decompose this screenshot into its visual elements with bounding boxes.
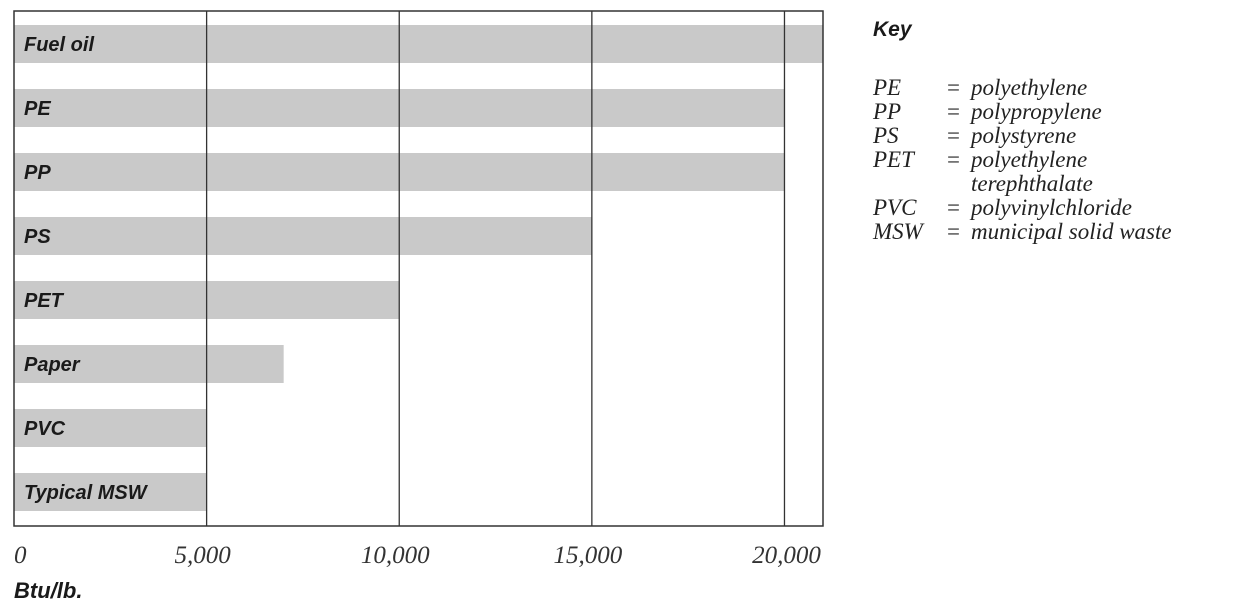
key-equals: = <box>947 147 960 172</box>
category-label: PS <box>24 226 51 248</box>
category-label: Paper <box>24 354 81 376</box>
key-abbreviation: PET <box>873 147 914 172</box>
key-entry: PVC = polyvinylchloride <box>873 196 1233 220</box>
category-labels: Fuel oil PE PP PS PET Paper PVC Typical MSW <box>24 34 149 504</box>
bar-3 <box>14 217 592 255</box>
category-label: PET <box>24 290 65 312</box>
x-tick-label: 10,000 <box>361 542 430 569</box>
key-entry: PP = polypropylene <box>873 100 1233 124</box>
key-abbreviation: PP <box>873 99 902 124</box>
bars-layer <box>14 25 823 511</box>
gridlines-layer <box>205 11 786 526</box>
key-legend: Key PE = polyethylene PP = polypropylene PS = po… <box>873 18 1233 244</box>
key-definition: polystyrene <box>971 123 1077 148</box>
plot-frame <box>13 10 824 527</box>
key-definition-continued: terephthalate <box>971 171 1093 196</box>
bar-0 <box>14 25 823 63</box>
key-entry: MSW = municipal solid waste <box>873 220 1233 244</box>
key-abbreviation: PVC <box>873 195 917 220</box>
key-title: Key <box>873 18 912 41</box>
x-axis-label: Btu/lb. <box>14 578 82 603</box>
key-equals: = <box>947 219 960 244</box>
key-equals: = <box>947 75 960 100</box>
category-label: PE <box>24 98 51 120</box>
key-abbreviation: MSW <box>873 219 923 244</box>
key-entries: PE = polyethylene PP = polypropylene PS = polyst… <box>873 76 1233 244</box>
key-equals: = <box>947 195 960 220</box>
key-entry: PET = polyethylene <box>873 148 1233 172</box>
bar-6 <box>14 409 207 447</box>
x-tick-label: 15,000 <box>553 542 622 569</box>
category-label: PVC <box>24 418 66 440</box>
x-tick-labels: 0 5,000 10,000 15,000 20,000 <box>14 542 821 569</box>
x-tick-label: 5,000 <box>174 542 231 569</box>
key-definition: polyethylene <box>971 147 1088 172</box>
category-label: PP <box>24 162 51 184</box>
key-definition: polypropylene <box>971 99 1102 124</box>
category-label: Fuel oil <box>24 34 94 56</box>
category-label: Typical MSW <box>24 482 149 504</box>
key-definition: polyvinylchloride <box>971 195 1132 220</box>
key-entry: PS = polystyrene <box>873 124 1233 148</box>
key-definition: polyethylene <box>971 75 1088 100</box>
bar-5 <box>14 345 284 383</box>
key-equals: = <box>947 99 960 124</box>
key-abbreviation: PS <box>873 123 899 148</box>
key-abbreviation: PE <box>873 75 902 100</box>
bar-7 <box>14 473 207 511</box>
key-entry: PE = polyethylene <box>873 76 1233 100</box>
key-definition: municipal solid waste <box>971 219 1172 244</box>
key-equals: = <box>947 123 960 148</box>
x-tick-label: 0 <box>14 542 27 569</box>
x-tick-label: 20,000 <box>752 542 821 569</box>
